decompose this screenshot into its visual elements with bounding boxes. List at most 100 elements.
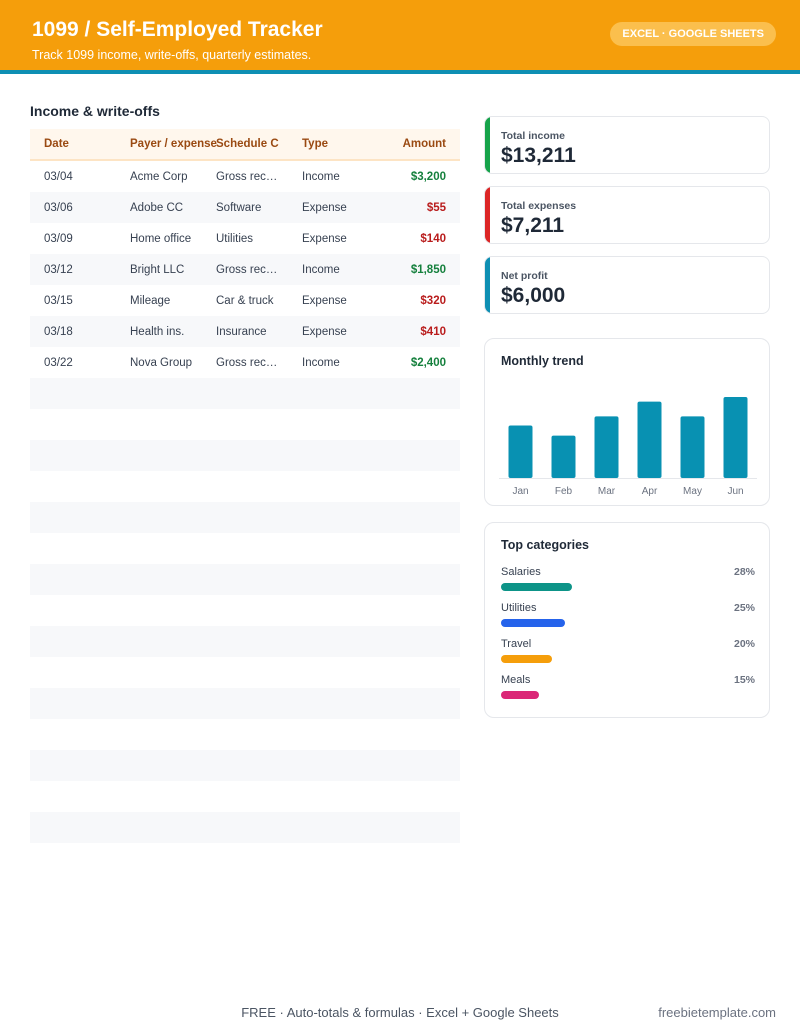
category-row: Salaries 28% <box>501 566 755 596</box>
cell-amount: $1,850 <box>410 263 446 276</box>
category-row: Travel 20% <box>501 638 755 668</box>
empty-table-row <box>30 626 460 657</box>
cell-date: 03/15 <box>44 294 73 307</box>
kpi-value: $7,211 <box>501 214 565 237</box>
chart-bar-mar <box>594 416 619 478</box>
monthly-trend-chart: Jan Feb Mar Apr May Jun <box>499 397 757 497</box>
chart-bar-feb <box>551 435 576 478</box>
kpi-accent-bar <box>485 117 490 173</box>
empty-table-row <box>30 471 460 502</box>
cell-type: Expense <box>302 325 347 338</box>
category-percent: 25% <box>733 602 755 614</box>
chart-x-tick-label: May <box>683 486 702 497</box>
category-name: Utilities <box>501 602 537 614</box>
category-bar-fill <box>501 655 552 663</box>
kpi-label: Total expenses <box>501 200 577 212</box>
cell-type: Income <box>302 170 340 183</box>
category-bar-track <box>501 655 755 663</box>
chart-x-tick-label: Mar <box>598 486 616 497</box>
cell-schedule: Utilities <box>216 232 254 245</box>
cell-type: Expense <box>302 232 347 245</box>
column-header-schedule: Schedule C <box>216 138 279 150</box>
table-body: 03/04 Acme Corp Gross rec… Income $3,200 03/0… <box>30 161 460 843</box>
cell-payer: Home office <box>130 232 192 245</box>
column-header-date: Date <box>44 138 69 150</box>
kpi-net-profit: Net profit $6,000 <box>484 256 770 314</box>
cell-amount: $55 <box>426 201 446 214</box>
cell-schedule: Software <box>216 201 262 214</box>
table-row: 03/18 Health ins. Insurance Expense $410 <box>30 316 460 347</box>
kpi-value: $13,211 <box>501 144 576 167</box>
cell-amount: $320 <box>420 294 446 307</box>
kpi-value: $6,000 <box>501 284 566 307</box>
kpi-accent-bar <box>485 187 490 243</box>
chart-x-tick-label: Feb <box>555 486 573 497</box>
cell-date: 03/09 <box>44 232 73 245</box>
ledger-table: Date Payer / expense Schedule C Type Amo… <box>30 129 460 843</box>
empty-table-row <box>30 533 460 564</box>
ledger-title: Income & write-offs <box>30 103 160 119</box>
category-percent: 20% <box>733 638 755 650</box>
chart-x-tick-label: Jan <box>512 486 528 497</box>
monthly-trend-title: Monthly trend <box>501 354 584 368</box>
header-banner: 1099 / Self-Employed Tracker Track 1099 … <box>0 0 800 74</box>
cell-type: Expense <box>302 201 347 214</box>
cell-schedule: Gross rec… <box>216 170 278 183</box>
category-bar-fill <box>501 583 573 591</box>
category-name: Travel <box>501 638 532 650</box>
chart-x-tick-label: Apr <box>642 486 658 497</box>
category-bar-track <box>501 583 755 591</box>
top-categories-card: Top categories Salaries 28% Utilities 25% Tr… <box>484 522 770 718</box>
empty-table-row <box>30 812 460 843</box>
column-header-type: Type <box>302 138 328 150</box>
footer-site-link[interactable]: freebietemplate.com <box>658 1005 776 1020</box>
cell-date: 03/12 <box>44 263 73 276</box>
empty-table-row <box>30 409 460 440</box>
category-bar-fill <box>501 619 565 627</box>
cell-date: 03/06 <box>44 201 73 214</box>
category-name: Meals <box>501 674 531 686</box>
empty-table-row <box>30 657 460 688</box>
empty-table-row <box>30 564 460 595</box>
category-bar-track <box>501 619 755 627</box>
category-bar-fill <box>501 691 540 699</box>
cell-payer: Mileage <box>130 294 171 307</box>
category-percent: 28% <box>733 566 755 578</box>
chart-bar-jan <box>508 425 533 478</box>
kpi-total-expenses: Total expenses $7,211 <box>484 186 770 244</box>
empty-table-row <box>30 502 460 533</box>
footer-features: FREE · Auto-totals & formulas · Excel + … <box>241 1005 559 1020</box>
column-header-payer: Payer / expense <box>130 138 217 150</box>
empty-table-row <box>30 378 460 409</box>
cell-date: 03/04 <box>44 170 73 183</box>
table-row: 03/12 Bright LLC Gross rec… Income $1,850 <box>30 254 460 285</box>
category-percent: 15% <box>733 674 755 686</box>
empty-table-row <box>30 440 460 471</box>
table-row: 03/09 Home office Utilities Expense $140 <box>30 223 460 254</box>
category-row: Meals 15% <box>501 674 755 704</box>
column-header-amount: Amount <box>402 138 446 150</box>
cell-amount: $3,200 <box>410 170 446 183</box>
table-row: 03/06 Adobe CC Software Expense $55 <box>30 192 460 223</box>
page-subtitle: Track 1099 income, write-offs, quarterly… <box>32 48 312 62</box>
cell-schedule: Gross rec… <box>216 356 278 369</box>
table-header: Date Payer / expense Schedule C Type Amo… <box>30 129 460 161</box>
top-categories-title: Top categories <box>501 538 589 552</box>
cell-amount: $2,400 <box>410 356 446 369</box>
category-row: Utilities 25% <box>501 602 755 632</box>
monthly-trend-card: Monthly trend Jan Feb Mar Apr May Jun <box>484 338 770 506</box>
cell-amount: $140 <box>420 232 446 245</box>
cell-type: Income <box>302 263 340 276</box>
page-title: 1099 / Self-Employed Tracker <box>32 18 323 41</box>
cell-payer: Adobe CC <box>130 201 184 214</box>
cell-date: 03/22 <box>44 356 73 369</box>
empty-table-row <box>30 781 460 812</box>
chart-x-tick-label: Jun <box>727 486 743 497</box>
empty-table-row <box>30 719 460 750</box>
kpi-total-income: Total income $13,211 <box>484 116 770 174</box>
cell-date: 03/18 <box>44 325 73 338</box>
cell-type: Expense <box>302 294 347 307</box>
table-row: 03/15 Mileage Car & truck Expense $320 <box>30 285 460 316</box>
cell-type: Income <box>302 356 340 369</box>
chart-bar-jun <box>723 397 748 478</box>
